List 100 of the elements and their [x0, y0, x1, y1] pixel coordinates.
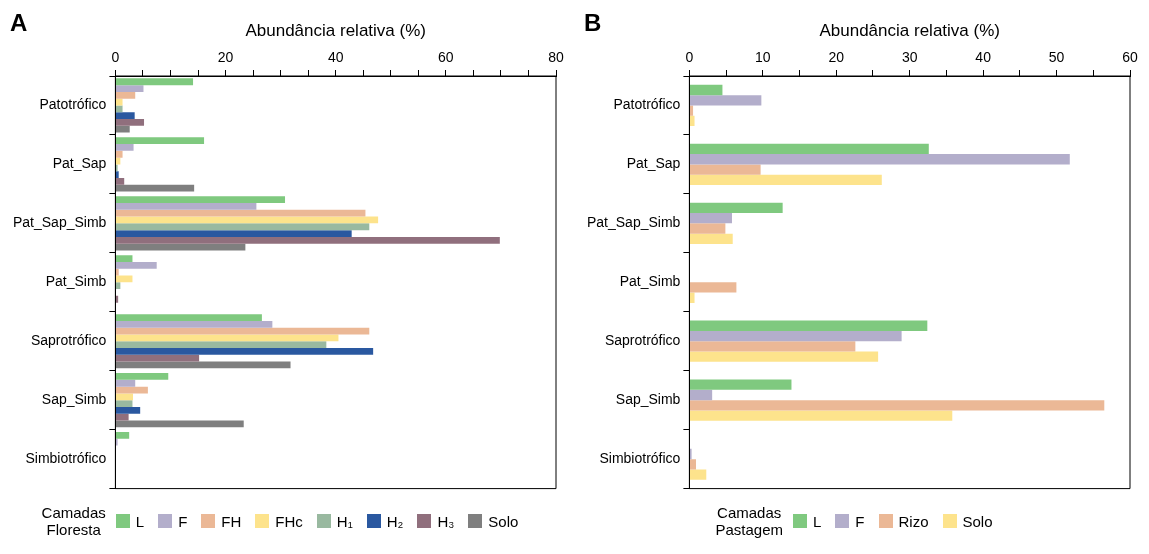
x-axis-title: Abundância relativa (%) [245, 20, 426, 40]
bar [115, 320, 273, 328]
bar [115, 268, 119, 276]
bar [689, 341, 856, 352]
bar [689, 143, 929, 155]
bar [115, 255, 133, 262]
bar [115, 348, 374, 355]
x-tick-label: 0 [111, 49, 120, 66]
y-tick-label: Simbiotrófico [25, 449, 107, 466]
legend-label: Solo [962, 512, 993, 530]
bar [115, 144, 134, 151]
y-tick-label: Pat_Sap_Simb [586, 214, 681, 231]
x-tick-label: 80 [548, 49, 564, 66]
legend-label: F [178, 512, 188, 530]
bar [115, 91, 136, 99]
bar [115, 223, 370, 231]
y-tick-label: Pat_Simb [619, 273, 681, 290]
bar [115, 105, 123, 113]
bar [115, 203, 257, 210]
bar [115, 295, 119, 303]
bar [689, 202, 783, 214]
y-tick-label: Sap_Simb [615, 391, 681, 408]
y-tick-label: Patotrófico [39, 96, 107, 113]
x-axis-title: Abundância relativa (%) [819, 20, 1000, 40]
x-tick-label: 60 [438, 49, 454, 66]
bar [115, 78, 194, 86]
bar [689, 164, 761, 175]
y-tick-label: Pat_Sap [52, 155, 107, 172]
legend-label: FH [221, 512, 242, 530]
bar [689, 105, 694, 116]
x-tick-label: 60 [1122, 49, 1138, 66]
bar [115, 373, 169, 380]
bar [689, 213, 732, 224]
bar [115, 209, 366, 217]
bar [689, 282, 737, 293]
bar [115, 354, 200, 362]
legend-label: H₂ [386, 512, 404, 530]
bar [115, 432, 130, 439]
legend-label: H₃ [437, 512, 455, 530]
bar [115, 171, 119, 178]
y-tick-label: Pat_Sap_Simb [12, 214, 107, 231]
legend-label: F [855, 512, 865, 530]
bar [115, 314, 262, 321]
bar [115, 177, 125, 185]
bar [115, 112, 135, 120]
bar [689, 320, 928, 331]
y-tick-label: Pat_Sap [626, 155, 681, 172]
legend-label: H₁ [336, 512, 353, 530]
y-tick-label: Saprotrófico [604, 332, 681, 349]
bar [689, 95, 762, 106]
x-tick-label: 50 [1048, 49, 1065, 66]
chart-title: A [10, 9, 28, 37]
bar [689, 389, 713, 401]
bar [689, 330, 902, 342]
bar [115, 334, 339, 342]
x-tick-label: 0 [685, 49, 694, 66]
bar [115, 282, 121, 290]
bar [115, 393, 134, 401]
bar [115, 119, 145, 126]
x-tick-label: 20 [217, 49, 234, 66]
legend-label: Solo [488, 512, 519, 530]
y-tick-label: Sap_Simb [41, 391, 107, 408]
x-tick-label: 20 [828, 49, 845, 66]
bar [689, 154, 1070, 165]
chart-title: B [584, 9, 602, 37]
bar [115, 184, 195, 192]
bar [115, 261, 157, 269]
y-tick-label: Pat_Simb [45, 273, 107, 290]
y-tick-label: Saprotrófico [30, 332, 107, 349]
legend-label: L [812, 512, 822, 530]
legend-title: Camadas Pastagem [715, 504, 783, 538]
bar [689, 469, 707, 480]
bar [115, 196, 286, 204]
x-tick-label: 40 [975, 49, 992, 66]
bar [115, 400, 133, 407]
bar [115, 379, 136, 387]
legend-label: Rizo [898, 512, 929, 530]
x-tick-label: 10 [755, 49, 771, 66]
bar [689, 174, 882, 186]
y-tick-label: Simbiotrófico [599, 449, 681, 466]
bar [689, 459, 696, 470]
bar [115, 341, 327, 349]
bar [115, 85, 144, 92]
bar [689, 379, 792, 390]
bar [689, 400, 1105, 411]
bar [115, 236, 500, 244]
bar [115, 150, 123, 158]
bar [115, 98, 123, 106]
legend-label: FHc [275, 512, 303, 530]
bar [689, 84, 723, 96]
bar [115, 137, 205, 145]
bar [115, 125, 130, 133]
bar [115, 413, 129, 421]
bar [689, 292, 695, 303]
bar [689, 233, 733, 244]
y-tick-label: Patotrófico [613, 96, 681, 113]
bar [689, 223, 726, 234]
bar [115, 406, 141, 414]
bar [689, 351, 879, 362]
x-tick-label: 30 [901, 49, 918, 66]
